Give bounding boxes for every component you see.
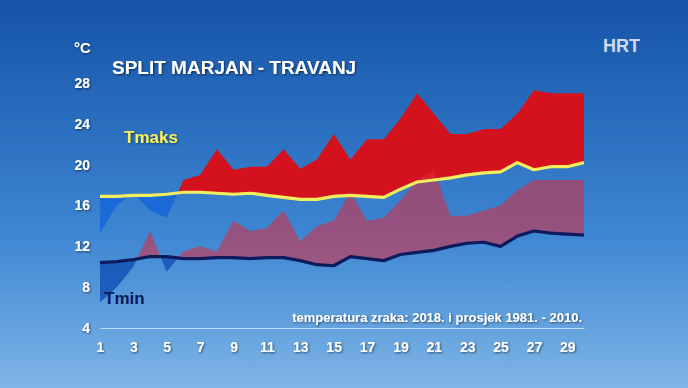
x-tick: 13 bbox=[293, 328, 309, 355]
anomaly-above bbox=[100, 170, 584, 303]
x-tick: 1 bbox=[97, 328, 105, 355]
y-tick: 4 bbox=[82, 320, 100, 336]
tick-label: 15 bbox=[326, 339, 342, 355]
x-tick: 17 bbox=[360, 328, 376, 355]
tick-label: 5 bbox=[163, 339, 171, 355]
anomaly-below bbox=[100, 170, 584, 303]
x-tick: 27 bbox=[527, 328, 543, 355]
tick-label: 4 bbox=[82, 320, 90, 336]
x-tick: 23 bbox=[460, 328, 476, 355]
tick-label: 17 bbox=[360, 339, 376, 355]
tick-label: 21 bbox=[427, 339, 443, 355]
tick-label: 1 bbox=[97, 339, 105, 355]
series-label: Tmin bbox=[104, 289, 145, 308]
tick-label: 16 bbox=[74, 197, 90, 213]
anomaly-above-group bbox=[100, 170, 584, 303]
x-tick: 5 bbox=[163, 328, 171, 355]
tick-label: 19 bbox=[393, 339, 409, 355]
y-tick: 24 bbox=[74, 116, 100, 132]
tick-label: 27 bbox=[527, 339, 543, 355]
tick-label: 9 bbox=[230, 339, 238, 355]
x-tick: 9 bbox=[230, 328, 238, 355]
x-axis: 1357911131517192123252729 bbox=[97, 328, 585, 355]
tick-label: 7 bbox=[197, 339, 205, 355]
x-tick: 29 bbox=[560, 328, 576, 355]
tick-label: 8 bbox=[82, 279, 90, 295]
tick-label: 29 bbox=[560, 339, 576, 355]
tick-label: 13 bbox=[293, 339, 309, 355]
chart: 1357911131517192123252729481216202428°CS… bbox=[0, 0, 688, 388]
y-tick: 12 bbox=[74, 238, 100, 254]
tick-label: 23 bbox=[460, 339, 476, 355]
x-tick: 3 bbox=[130, 328, 138, 355]
tick-label: 12 bbox=[74, 238, 90, 254]
average-line bbox=[100, 163, 584, 200]
anomaly-below-group bbox=[100, 170, 584, 303]
x-tick: 25 bbox=[493, 328, 509, 355]
tick-label: 25 bbox=[493, 339, 509, 355]
x-tick: 19 bbox=[393, 328, 409, 355]
title: SPLIT MARJAN - TRAVANJ bbox=[112, 57, 356, 78]
average-line bbox=[100, 231, 584, 266]
y-axis: 4 8 12 16 20 24 28 bbox=[74, 75, 100, 336]
series-label: Tmaks bbox=[124, 128, 178, 147]
axis-line bbox=[101, 328, 585, 329]
plot-area bbox=[100, 90, 584, 302]
y-tick: 20 bbox=[74, 157, 100, 173]
tick-label: 3 bbox=[130, 339, 138, 355]
background bbox=[0, 0, 688, 388]
y-tick: 8 bbox=[82, 279, 100, 295]
y-axis-label: °C bbox=[74, 39, 91, 56]
x-tick: 7 bbox=[197, 328, 205, 355]
tick-label: 24 bbox=[74, 116, 90, 132]
tick-label: 20 bbox=[74, 157, 90, 173]
tick-label: 28 bbox=[74, 75, 90, 91]
y-tick: 16 bbox=[74, 197, 100, 213]
logo: HRT bbox=[603, 36, 640, 56]
note: temperatura zraka: 2018. i prosjek 1981.… bbox=[292, 310, 582, 325]
axis-line bbox=[100, 84, 101, 329]
x-tick: 11 bbox=[260, 328, 275, 355]
x-tick: 21 bbox=[427, 328, 443, 355]
x-tick: 15 bbox=[326, 328, 342, 355]
y-tick: 28 bbox=[74, 75, 100, 91]
tick-label: 11 bbox=[260, 339, 275, 355]
